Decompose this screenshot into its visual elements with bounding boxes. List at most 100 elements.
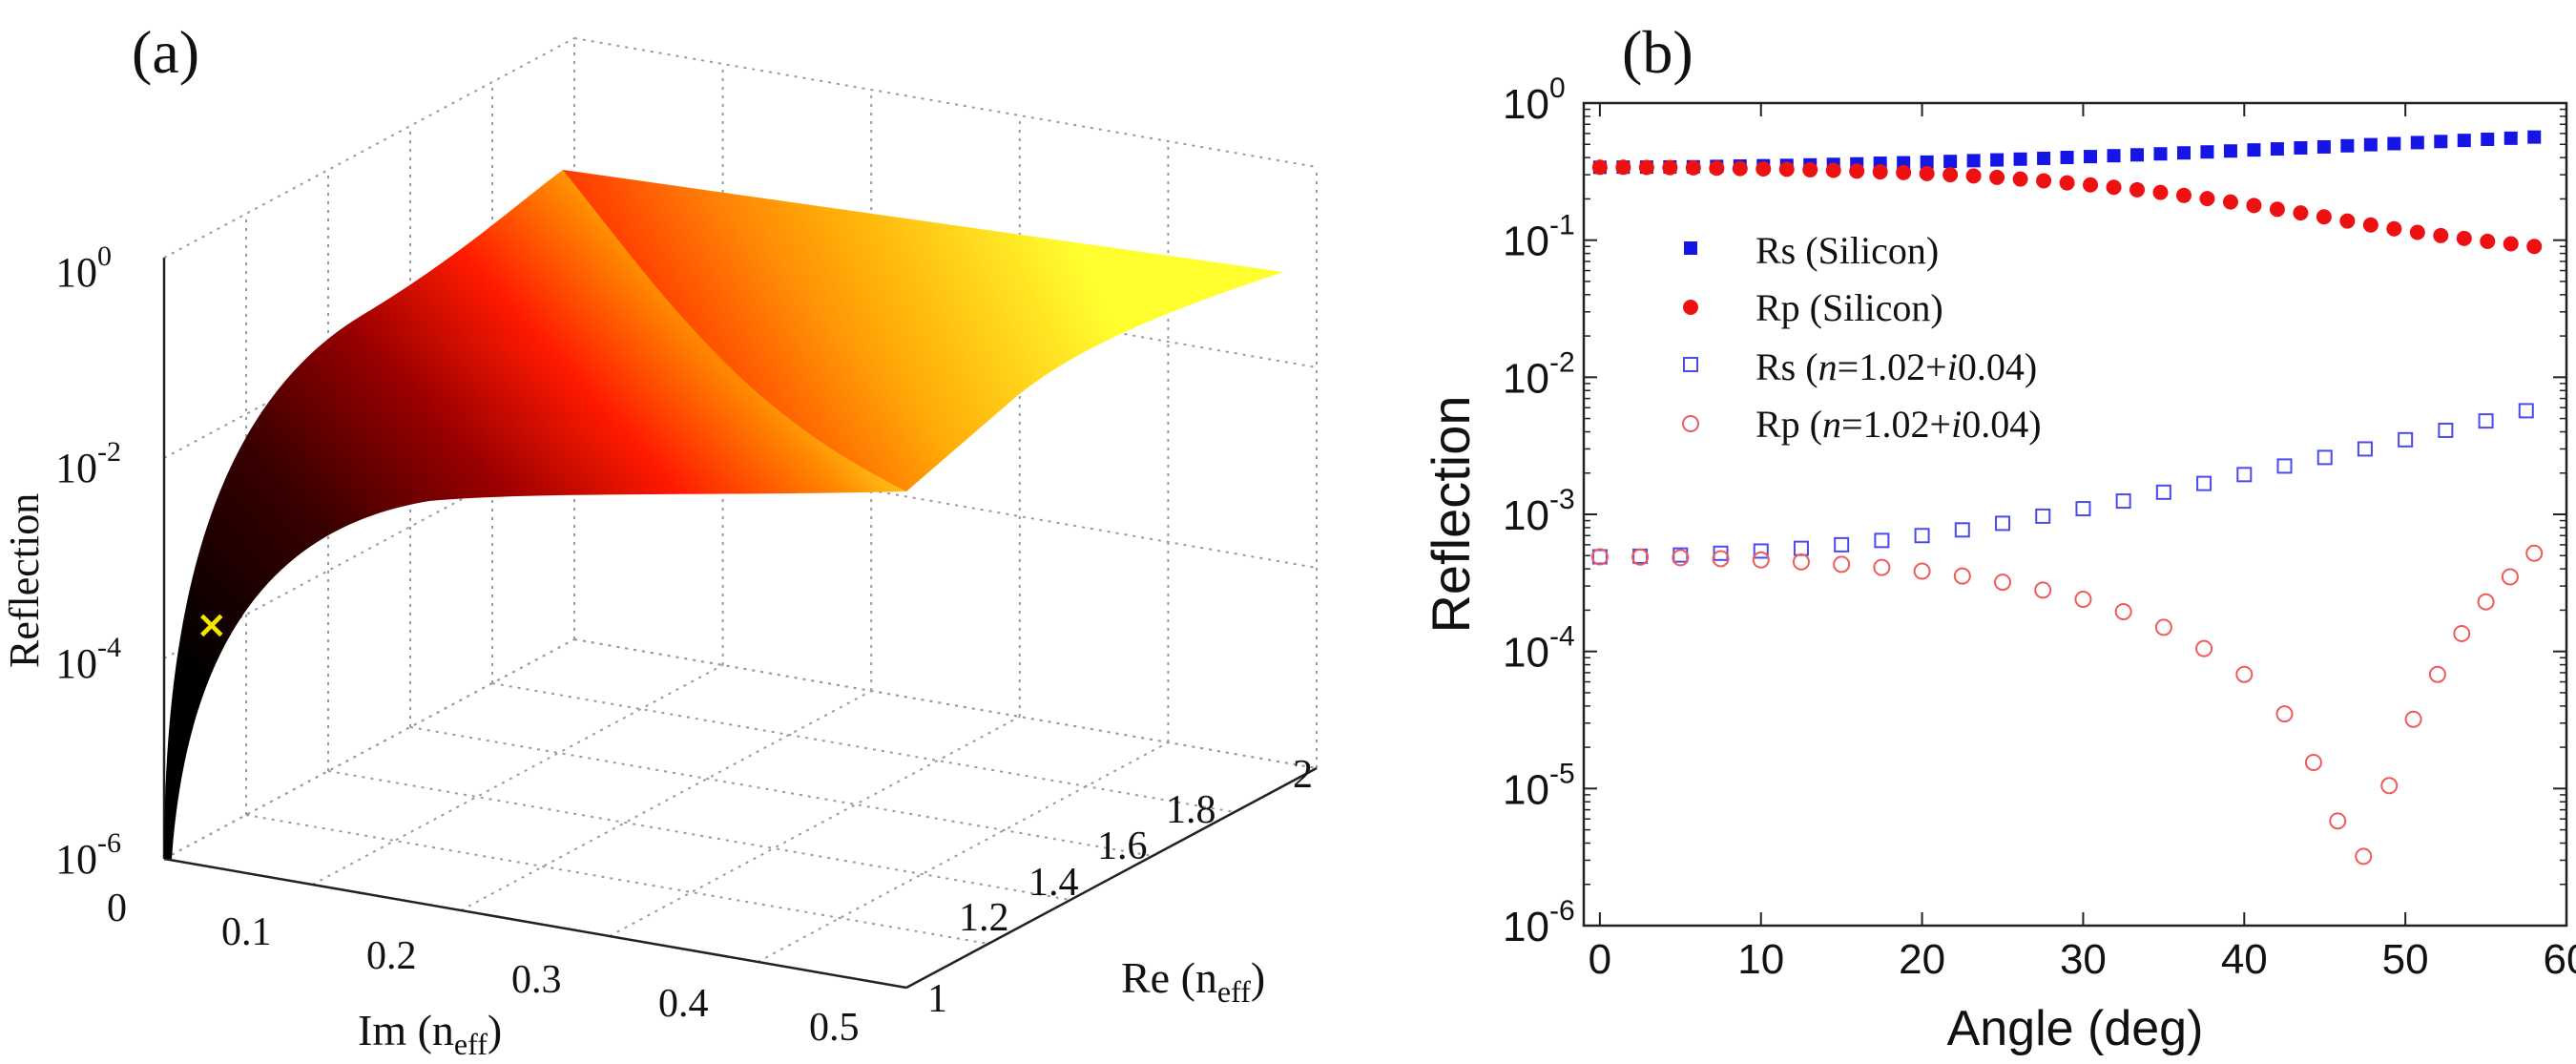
grid-line bbox=[327, 770, 1071, 901]
rp-absorber-point bbox=[2275, 705, 2294, 723]
rp-silicon-point bbox=[2106, 179, 2122, 196]
re-axis-label: Re (neff) bbox=[1121, 953, 1265, 1009]
rs-absorber-point bbox=[2398, 431, 2414, 448]
rp-silicon-point bbox=[2526, 239, 2543, 255]
z-tick-exp: -4 bbox=[97, 632, 121, 663]
rs-silicon-point bbox=[2481, 132, 2495, 146]
rp-silicon-point bbox=[1662, 159, 1678, 176]
rp-absorber-point bbox=[2154, 618, 2172, 636]
rp-silicon-point bbox=[2433, 227, 2449, 243]
y-tick-exp: -5 bbox=[1549, 758, 1575, 789]
y-tick-exp: -2 bbox=[1549, 346, 1575, 378]
rp-silicon-point bbox=[2175, 187, 2192, 203]
rs-silicon-point bbox=[1990, 153, 2005, 167]
rs-silicon-point bbox=[2503, 131, 2518, 145]
rp-silicon-point bbox=[2269, 201, 2285, 218]
z-axis-label: Reflection bbox=[1, 493, 48, 668]
panel-a-axis-frame bbox=[162, 258, 1318, 990]
rp-silicon-point bbox=[1638, 159, 1654, 176]
x-tick-label: 30 bbox=[2060, 936, 2107, 983]
rs-absorber-point bbox=[1914, 528, 1930, 544]
z-tick-base: 10 bbox=[55, 836, 97, 883]
rp-silicon-point bbox=[2386, 220, 2402, 237]
data-series bbox=[1590, 130, 2544, 866]
rs-silicon-point bbox=[2200, 145, 2214, 159]
rp-absorber-point bbox=[1873, 558, 1891, 576]
grid-line bbox=[573, 238, 1318, 368]
grid-line bbox=[312, 664, 724, 886]
rs-silicon-point bbox=[2387, 136, 2401, 151]
grid-line bbox=[491, 682, 1236, 813]
y-tick-exp: -1 bbox=[1549, 210, 1575, 241]
rp-silicon-point bbox=[1919, 165, 1935, 181]
rp-silicon-point bbox=[2083, 177, 2099, 193]
legend: Rs (Silicon) Rp (Silicon) Rs (n=1.02+i0.… bbox=[1682, 229, 2042, 446]
rp-silicon-point bbox=[1778, 161, 1795, 177]
rp-silicon-point bbox=[1732, 160, 1748, 177]
rp-silicon-point bbox=[2293, 205, 2309, 221]
rp-silicon-point bbox=[2152, 184, 2169, 200]
rp-absorber-point bbox=[1631, 548, 1650, 566]
z-tick-exp: -6 bbox=[97, 827, 121, 859]
z-tick-base: 10 bbox=[55, 249, 97, 296]
rp-absorber-point bbox=[2195, 639, 2213, 657]
y-tick-label: 100 bbox=[1503, 73, 1566, 128]
svg-text:10-4: 10-4 bbox=[55, 632, 121, 687]
rs-absorber-point bbox=[2478, 413, 2494, 429]
rs-absorber-point bbox=[2075, 501, 2091, 517]
y-tick-base: 10 bbox=[1503, 81, 1549, 128]
rs-absorber-point bbox=[1834, 536, 1850, 553]
z-tick-base: 10 bbox=[55, 640, 97, 687]
y-tick-label: 10-6 bbox=[1503, 895, 1575, 950]
series-open-square bbox=[1591, 403, 2534, 565]
re-axis-line bbox=[905, 766, 1318, 990]
z-tick-labels: 10-6 10-4 10-2 100 bbox=[55, 240, 121, 883]
rs-silicon-point bbox=[2294, 140, 2308, 155]
im-tick: 0.3 bbox=[511, 958, 562, 1002]
rp-silicon-point bbox=[2012, 171, 2028, 187]
rp-silicon-point bbox=[2199, 191, 2215, 207]
rp-silicon-point bbox=[2362, 217, 2379, 233]
rp-absorber-point bbox=[1590, 548, 1609, 566]
re-tick: 1.4 bbox=[1028, 861, 1079, 905]
im-axis-line bbox=[163, 857, 907, 990]
rp-silicon-point bbox=[1849, 163, 1865, 179]
rs-silicon-point bbox=[2153, 147, 2168, 161]
rp-silicon-point bbox=[1709, 160, 1725, 177]
rp-silicon-point bbox=[2409, 224, 2425, 240]
legend-entry-rs-absorber: Rs (n=1.02+i0.04) bbox=[1683, 345, 2037, 388]
x-tick-label: 20 bbox=[1899, 936, 1945, 983]
rp-silicon-point bbox=[2339, 213, 2356, 229]
svg-text:10-2: 10-2 bbox=[55, 436, 121, 491]
rs-absorber-point bbox=[1954, 522, 1970, 538]
im-axis-label: Im (neff) bbox=[358, 1006, 502, 1061]
y-tick-label: 10-5 bbox=[1503, 758, 1575, 813]
rp-absorber-point bbox=[2114, 602, 2132, 620]
rs-silicon-point bbox=[2527, 130, 2542, 144]
rp-silicon-point bbox=[2129, 181, 2146, 198]
rs-silicon-point bbox=[2060, 151, 2074, 165]
im-tick: 0 bbox=[107, 887, 127, 930]
y-tick-label: 10-4 bbox=[1503, 621, 1575, 677]
legend-label: Rs (Silicon) bbox=[1755, 229, 1939, 272]
x-tick-label: 0 bbox=[1589, 936, 1611, 983]
rs-silicon-point bbox=[2084, 150, 2098, 164]
grid-line bbox=[163, 638, 575, 860]
rs-silicon-point bbox=[2037, 151, 2051, 165]
rp-absorber-point bbox=[1953, 567, 1971, 585]
rp-absorber-point bbox=[2074, 591, 2092, 609]
re-tick: 1.2 bbox=[959, 896, 1009, 940]
legend-entry-rp-silicon: Rp (Silicon) bbox=[1683, 286, 1943, 329]
y-tick-base: 10 bbox=[1503, 766, 1549, 813]
rs-silicon-point bbox=[2410, 136, 2424, 150]
y-tick-base: 10 bbox=[1503, 219, 1549, 265]
rp-silicon-point bbox=[2480, 233, 2496, 249]
rs-silicon-point bbox=[2340, 138, 2355, 153]
rp-absorber-point bbox=[1752, 551, 1770, 569]
re-tick: 2 bbox=[1293, 753, 1313, 797]
rs-silicon-point bbox=[2223, 144, 2237, 158]
legend-label: Rs (n=1.02+i0.04) bbox=[1755, 345, 2037, 388]
rp-silicon-point bbox=[2316, 209, 2332, 225]
